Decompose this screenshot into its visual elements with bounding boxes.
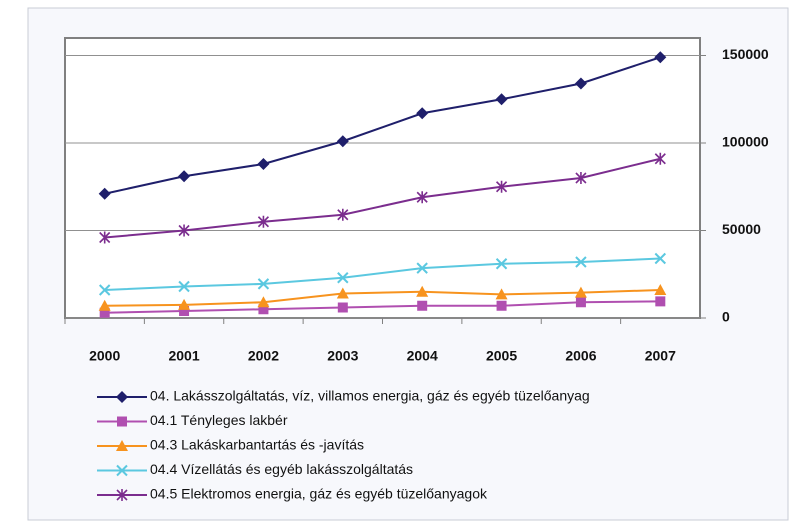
marker xyxy=(654,152,666,165)
y-tick-label: 100000 xyxy=(722,134,769,150)
marker xyxy=(179,306,190,316)
marker xyxy=(416,191,428,204)
marker xyxy=(116,489,128,501)
series-line xyxy=(104,157,661,239)
legend-label: 04.3 Lakáskarbantartás és -javítás xyxy=(150,437,364,453)
marker xyxy=(575,256,587,268)
marker xyxy=(99,231,111,244)
marker xyxy=(257,278,270,290)
series-line xyxy=(104,56,661,195)
marker xyxy=(117,416,127,427)
legend-label: 04. Lakásszolgáltatás, víz, villamos ene… xyxy=(150,388,590,404)
x-tick-label: 2002 xyxy=(248,348,279,364)
y-tick-label: 0 xyxy=(722,309,730,325)
marker xyxy=(99,307,110,318)
marker xyxy=(337,302,348,313)
marker xyxy=(416,107,429,120)
legend-label: 04.4 Vízellátás és egyéb lakásszolgáltat… xyxy=(150,461,413,477)
marker xyxy=(574,286,587,298)
x-tick-label: 2000 xyxy=(89,348,120,364)
marker xyxy=(336,287,349,299)
x-tick-label: 2007 xyxy=(645,348,676,364)
marker xyxy=(574,77,587,90)
marker xyxy=(654,252,667,265)
marker xyxy=(495,258,508,270)
marker xyxy=(98,299,111,311)
marker xyxy=(495,288,508,300)
marker xyxy=(416,285,429,297)
marker xyxy=(116,391,128,403)
marker xyxy=(416,262,428,274)
x-tick-label: 2001 xyxy=(168,348,199,364)
y-tick-label: 150000 xyxy=(722,46,769,62)
y-tick-label: 50000 xyxy=(722,221,761,237)
marker xyxy=(575,172,587,184)
series-line xyxy=(104,257,661,291)
legend-label: 04.5 Elektromos energia, gáz és egyéb tü… xyxy=(150,486,488,502)
series-line xyxy=(104,300,661,314)
x-tick-label: 2006 xyxy=(565,348,596,364)
marker xyxy=(257,215,270,228)
marker xyxy=(417,300,428,311)
series-line xyxy=(104,289,661,307)
marker xyxy=(495,93,508,106)
marker xyxy=(178,224,190,237)
x-tick-label: 2005 xyxy=(486,348,517,364)
marker xyxy=(116,464,128,477)
marker xyxy=(337,272,349,284)
x-tick-label: 2003 xyxy=(327,348,358,364)
plot-area xyxy=(64,37,701,319)
marker xyxy=(258,304,269,315)
marker xyxy=(98,187,111,200)
x-tick-label: 2004 xyxy=(407,348,438,364)
marker xyxy=(116,440,128,451)
marker xyxy=(178,280,190,293)
marker xyxy=(655,296,666,307)
marker xyxy=(178,170,191,183)
marker xyxy=(654,51,667,64)
marker xyxy=(337,208,349,221)
marker xyxy=(496,300,507,311)
marker xyxy=(575,297,586,308)
marker xyxy=(336,135,349,148)
legend-label: 04.1 Tényleges lakbér xyxy=(150,412,288,428)
marker xyxy=(98,284,111,296)
marker xyxy=(495,180,508,193)
marker xyxy=(257,158,270,170)
marker xyxy=(178,298,191,310)
marker xyxy=(257,296,270,308)
marker xyxy=(654,284,667,295)
